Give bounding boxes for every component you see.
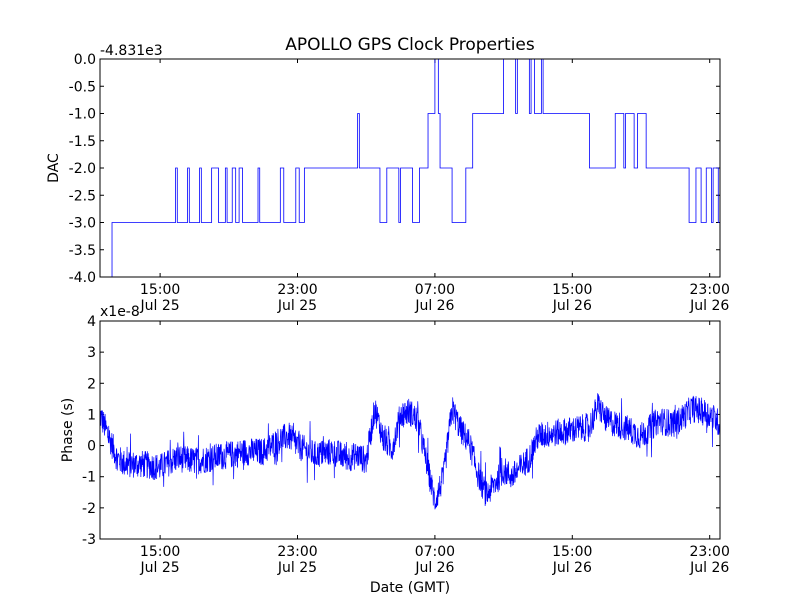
phase-xtick-time: 23:00: [277, 544, 317, 560]
phase-ytick-label: 0: [87, 439, 96, 455]
dac-ytick-label: -1.0: [69, 107, 96, 123]
dac-series-line: [100, 58, 720, 278]
dac-plot: 0.0 -0.5 -1.0 -1.5 -2.0 -2.5 -3.0 -3.5 -4.0 15:00…: [69, 52, 730, 314]
x-axis-label: Date (GMT): [370, 580, 450, 596]
phase-xtick-time: 15:00: [552, 544, 592, 560]
dac-xtick-date: Jul 25: [140, 298, 180, 314]
phase-series-line: [99, 393, 721, 510]
dac-offset-label: -4.831e3: [100, 43, 163, 59]
phase-xtick-date: Jul 25: [140, 560, 180, 576]
dac-xtick-time: 07:00: [415, 282, 455, 298]
chart-title: APOLLO GPS Clock Properties: [285, 35, 535, 55]
phase-xtick-time: 07:00: [415, 544, 455, 560]
dac-xtick-time: 15:00: [552, 282, 592, 298]
phase-offset-label: x1e-8: [100, 304, 140, 320]
dac-ytick-label: -1.5: [69, 134, 96, 150]
phase-ytick-label: 2: [87, 376, 96, 392]
dac-ytick-label: -0.5: [69, 79, 96, 95]
phase-ytick-label: -3: [82, 532, 96, 548]
phase-xtick-date: Jul 26: [552, 560, 592, 576]
dac-ytick-label: 0.0: [74, 52, 96, 68]
phase-ytick-label: 1: [87, 407, 96, 423]
dac-xtick-time: 23:00: [277, 282, 317, 298]
dac-ytick-label: -4.0: [69, 270, 96, 286]
dac-ytick-label: -3.0: [69, 216, 96, 232]
dac-ytick-label: -2.5: [69, 188, 96, 204]
dac-xtick-date: Jul 26: [689, 298, 729, 314]
phase-xtick-date: Jul 26: [414, 560, 454, 576]
phase-ylabel: Phase (s): [60, 398, 76, 462]
dac-ytick-label: -3.5: [69, 243, 96, 259]
phase-xtick-time: 15:00: [140, 544, 180, 560]
phase-xtick-date: Jul 25: [277, 560, 317, 576]
phase-axes-frame: [99, 320, 721, 540]
phase-ytick-label: 3: [87, 345, 96, 361]
dac-ylabel: DAC: [46, 153, 62, 183]
dac-xtick-date: Jul 26: [552, 298, 592, 314]
phase-ytick-label: 4: [87, 314, 96, 330]
dac-xtick-time: 15:00: [140, 282, 180, 298]
phase-ytick-label: -2: [82, 501, 96, 517]
dac-ytick-label: -2.0: [69, 161, 96, 177]
phase-xtick-date: Jul 26: [689, 560, 729, 576]
dac-axes-frame: [99, 58, 721, 278]
phase-ytick-label: -1: [82, 470, 96, 486]
dac-xtick-date: Jul 25: [277, 298, 317, 314]
phase-xtick-time: 23:00: [690, 544, 730, 560]
dac-xtick-date: Jul 26: [414, 298, 454, 314]
dac-xtick-time: 23:00: [690, 282, 730, 298]
